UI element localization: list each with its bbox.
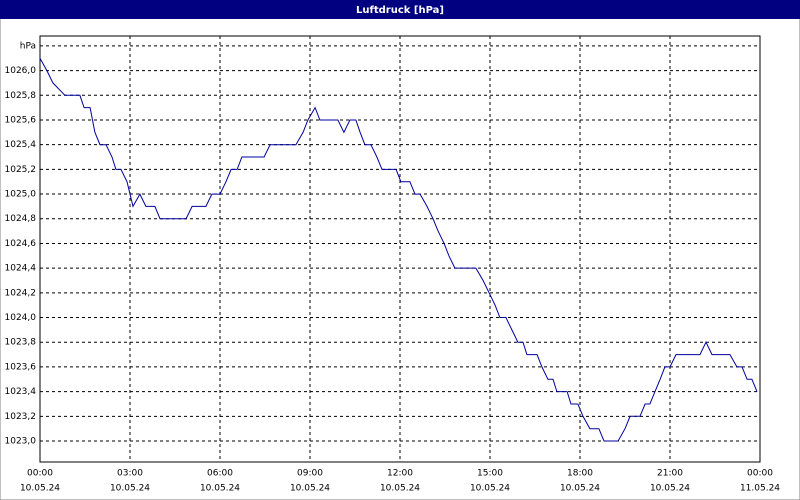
x-tick-date: 10.05.24 — [470, 484, 510, 494]
x-tick-label: 09:00 — [297, 469, 323, 479]
x-tick-date: 10.05.24 — [650, 484, 690, 494]
x-tick-date: 10.05.24 — [290, 484, 330, 494]
y-tick-label: 1025,4 — [5, 140, 37, 150]
x-tick-date: 10.05.24 — [110, 484, 150, 494]
y-tick-label: 1024,4 — [5, 264, 37, 274]
title-bar — [0, 0, 800, 19]
data-line — [39, 57, 758, 442]
y-tick-label: hPa — [20, 41, 36, 51]
x-tick-label: 03:00 — [117, 469, 143, 479]
x-tick-date: 10.05.24 — [560, 484, 600, 494]
y-tick-label: 1024,6 — [5, 239, 37, 249]
y-tick-label: 1023,6 — [5, 362, 37, 372]
x-tick-label: 18:00 — [567, 469, 593, 479]
x-tick-label: 06:00 — [207, 469, 233, 479]
x-tick-label: 00:00 — [27, 469, 53, 479]
x-tick-label: 00:00 — [747, 469, 773, 479]
y-tick-label: 1025,0 — [5, 190, 37, 200]
y-tick-label: 1024,8 — [5, 214, 37, 224]
chart-title: Luftdruck [hPa] — [356, 5, 444, 16]
y-tick-label: 1023,4 — [5, 387, 37, 397]
y-tick-label: 1025,6 — [5, 115, 37, 125]
y-tick-label: 1023,2 — [5, 412, 37, 422]
y-tick-label: 1023,8 — [5, 338, 37, 348]
y-tick-label: 1023,0 — [5, 437, 37, 447]
y-tick-label: 1025,2 — [5, 165, 37, 175]
y-tick-label: 1024,0 — [5, 313, 37, 323]
x-tick-date: 10.05.24 — [200, 484, 240, 494]
x-tick-date: 10.05.24 — [380, 484, 420, 494]
x-tick-label: 12:00 — [387, 469, 413, 479]
x-tick-date: 11.05.24 — [740, 484, 780, 494]
y-tick-label: 1026,0 — [5, 66, 37, 76]
x-tick-label: 21:00 — [657, 469, 683, 479]
x-tick-date: 10.05.24 — [20, 484, 60, 494]
y-tick-label: 1024,2 — [5, 288, 37, 298]
y-tick-label: 1025,8 — [5, 91, 37, 101]
x-tick-label: 15:00 — [477, 469, 503, 479]
